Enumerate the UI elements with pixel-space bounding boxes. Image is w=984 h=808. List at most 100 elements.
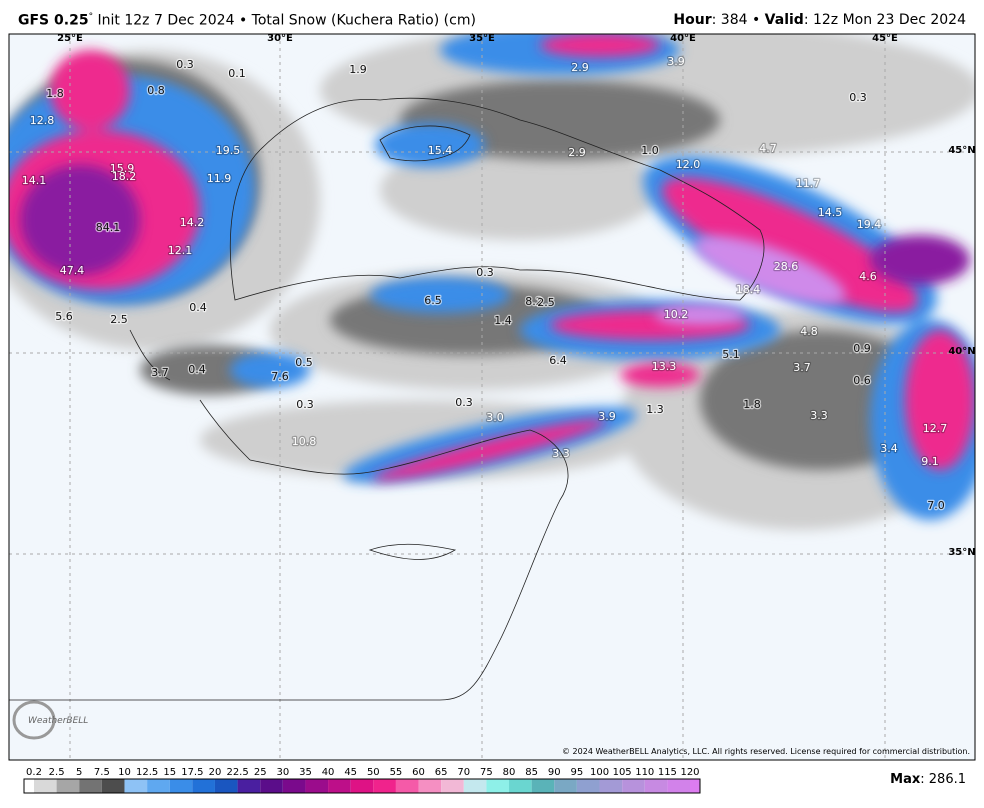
snow-label: 1.9 — [349, 63, 367, 76]
hour-key: Hour — [673, 12, 712, 28]
snow-label: 4.7 — [759, 142, 777, 155]
snow-label: 0.4 — [188, 363, 206, 376]
snow-label: 1.3 — [646, 403, 664, 416]
colorbar-swatch — [599, 779, 623, 793]
colorbar-tick-label: 75 — [480, 767, 493, 778]
snow-label: 84.1 — [96, 221, 121, 234]
colorbar-swatch — [260, 779, 283, 793]
snow-label: 8.2 — [525, 295, 543, 308]
colorbar-tick-label: 115 — [658, 767, 677, 778]
snow-label: 13.3 — [652, 360, 677, 373]
geo-label: 45°N — [948, 145, 975, 156]
colorbar-swatch — [169, 779, 193, 793]
colorbar-tick-label: 120 — [680, 767, 699, 778]
colorbar-tick-label: 25 — [254, 767, 267, 778]
snow-label: 14.2 — [180, 216, 205, 229]
colorbar-tick-label: 7.5 — [94, 767, 110, 778]
geo-label: 40°E — [670, 33, 696, 44]
colorbar-tick-label: 30 — [276, 767, 289, 778]
snow-label: 3.9 — [667, 55, 685, 68]
colorbar-tick-label: 0.2 — [26, 767, 42, 778]
snow-field — [9, 34, 975, 760]
colorbar-swatch — [101, 779, 125, 793]
snow-label: 6.5 — [424, 294, 442, 307]
snow-label: 14.1 — [22, 174, 47, 187]
colorbar-tick-label: 70 — [457, 767, 470, 778]
snow-label: 7.0 — [927, 499, 945, 512]
colorbar-labels: 0.2 2.5 5 7.5 10 12.5 15 17.5 20 22.5 25 30 35 40 45 50… — [26, 767, 700, 778]
colorbar-swatch — [237, 779, 261, 793]
colorbar-swatch — [509, 779, 532, 793]
colorbar-swatch — [441, 779, 464, 793]
colorbar-tick-label: 50 — [367, 767, 380, 778]
logo: WeatherBELL — [12, 700, 88, 740]
snow-label: 3.9 — [598, 410, 616, 423]
colorbar-swatch — [56, 779, 80, 793]
snow-label: 4.6 — [859, 270, 877, 283]
snow-label: 3.0 — [486, 411, 504, 424]
colorbar-swatch — [463, 779, 487, 793]
hour-value: : 384 • — [711, 12, 765, 28]
snow-label: 3.4 — [880, 442, 898, 455]
colorbar-swatch — [214, 779, 238, 793]
snow-label: 0.3 — [476, 266, 494, 279]
purple-layer — [20, 165, 970, 285]
degree-sign: ° — [88, 12, 94, 22]
valid-key: Valid — [764, 12, 804, 28]
snow-label: 28.6 — [774, 260, 799, 273]
colorbar-tick-label: 20 — [209, 767, 222, 778]
snow-label: 15.9 — [110, 162, 135, 175]
snow-label: 19.4 — [857, 218, 882, 231]
geo-label: 45°E — [872, 33, 898, 44]
colorbar — [23, 778, 701, 794]
snow-label: 1.0 — [641, 144, 659, 157]
colorbar-swatch — [373, 779, 396, 793]
snow-label: 19.5 — [216, 144, 241, 157]
graticule — [9, 34, 975, 760]
colorbar-swatch — [576, 779, 600, 793]
colorbar-swatch — [667, 779, 690, 793]
lilac-layer — [655, 235, 846, 325]
colorbar-tick-label: 17.5 — [181, 767, 203, 778]
colorbar-tick-label: 22.5 — [226, 767, 248, 778]
colorbar-swatch — [486, 779, 510, 793]
snow-label: 12.8 — [30, 114, 55, 127]
snow-label: 3.7 — [151, 366, 169, 379]
snow-label: 2.9 — [571, 61, 589, 74]
colorbar-swatch — [644, 779, 668, 793]
colorbar-tick-label: 110 — [635, 767, 654, 778]
colorbar-tick-label: 45 — [344, 767, 357, 778]
snow-label: 12.0 — [676, 158, 701, 171]
snow-label: 3.3 — [810, 409, 828, 422]
colorbar-tick-label: 90 — [548, 767, 561, 778]
colorbar-swatch — [79, 779, 102, 793]
snow-label: 18.2 — [112, 170, 137, 183]
snow-labels: 0.3 0.1 1.8 0.8 12.8 1.9 2.9 3.9 0.3 15.4 2.9 1.0 4.… — [21, 54, 949, 514]
colorbar-tick-label: 60 — [412, 767, 425, 778]
snow-label: 0.6 — [853, 374, 871, 387]
snow-label: 14.5 — [818, 206, 843, 219]
colorbar-swatch — [34, 779, 57, 793]
colorbar-swatch — [124, 779, 148, 793]
snow-label: 47.4 — [60, 264, 85, 277]
map-frame — [8, 33, 976, 761]
colorbar-tick-label: 35 — [299, 767, 312, 778]
max-value: Max: 286.1 — [890, 772, 966, 787]
colorbar-swatch — [554, 779, 577, 793]
colorbar-swatch — [531, 779, 555, 793]
colorbar-tick-label: 95 — [571, 767, 584, 778]
snow-label: 18.4 — [736, 283, 761, 296]
colorbar-tick-label: 85 — [525, 767, 538, 778]
geo-labels: 25°E 30°E 35°E 40°E 45°E 45°N 40°N 35°N — [57, 33, 976, 558]
snow-label: 10.8 — [292, 435, 317, 448]
max-key: Max — [890, 772, 921, 787]
colorbar-tick-label: 10 — [118, 767, 131, 778]
valid-value: : 12z Mon 23 Dec 2024 — [803, 12, 966, 28]
snow-label: 0.3 — [176, 58, 194, 71]
snow-label: 7.6 — [271, 370, 289, 383]
colorbar-swatch — [395, 779, 419, 793]
colorbar-frame — [23, 778, 701, 794]
colorbar-tick-label: 15 — [163, 767, 176, 778]
